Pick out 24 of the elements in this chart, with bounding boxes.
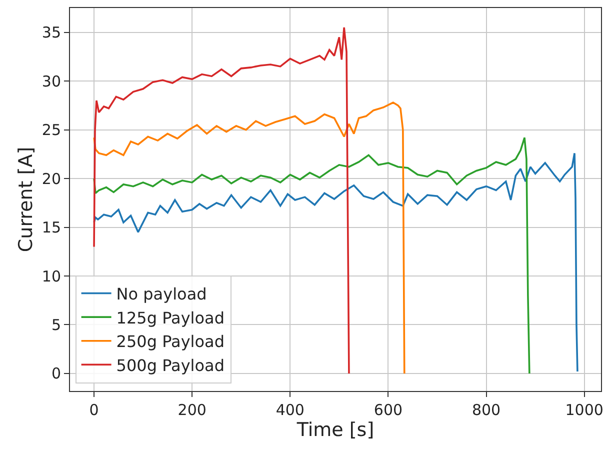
legend-label: 250g Payload — [116, 332, 224, 352]
x-tick-label: 0 — [89, 401, 99, 419]
y-tick-label: 20 — [42, 170, 61, 188]
line-series — [93, 26, 350, 374]
y-tick-label: 10 — [42, 267, 61, 286]
line-series — [93, 136, 530, 374]
y-tick-label: 15 — [42, 218, 61, 237]
y-axis-title: Current [A] — [14, 146, 37, 252]
x-tick-label: 400 — [276, 401, 304, 419]
legend-label: 500g Payload — [116, 356, 224, 375]
x-tick-label: 600 — [374, 401, 403, 419]
x-tick-label: 200 — [178, 401, 206, 419]
line-series — [93, 152, 578, 372]
legend-label: No payload — [116, 284, 207, 304]
x-axis-title: Time [s] — [296, 419, 374, 441]
y-tick-label: 0 — [51, 364, 61, 383]
y-tick-label: 25 — [42, 121, 61, 140]
y-tick-label: 30 — [42, 72, 61, 90]
x-tick-label: 800 — [472, 401, 501, 419]
y-tick-label: 5 — [51, 316, 61, 334]
line-series — [93, 102, 406, 374]
x-tick-label: 1000 — [565, 401, 604, 419]
y-tick-label: 35 — [42, 24, 61, 42]
legend-label: 125g Payload — [116, 308, 224, 328]
